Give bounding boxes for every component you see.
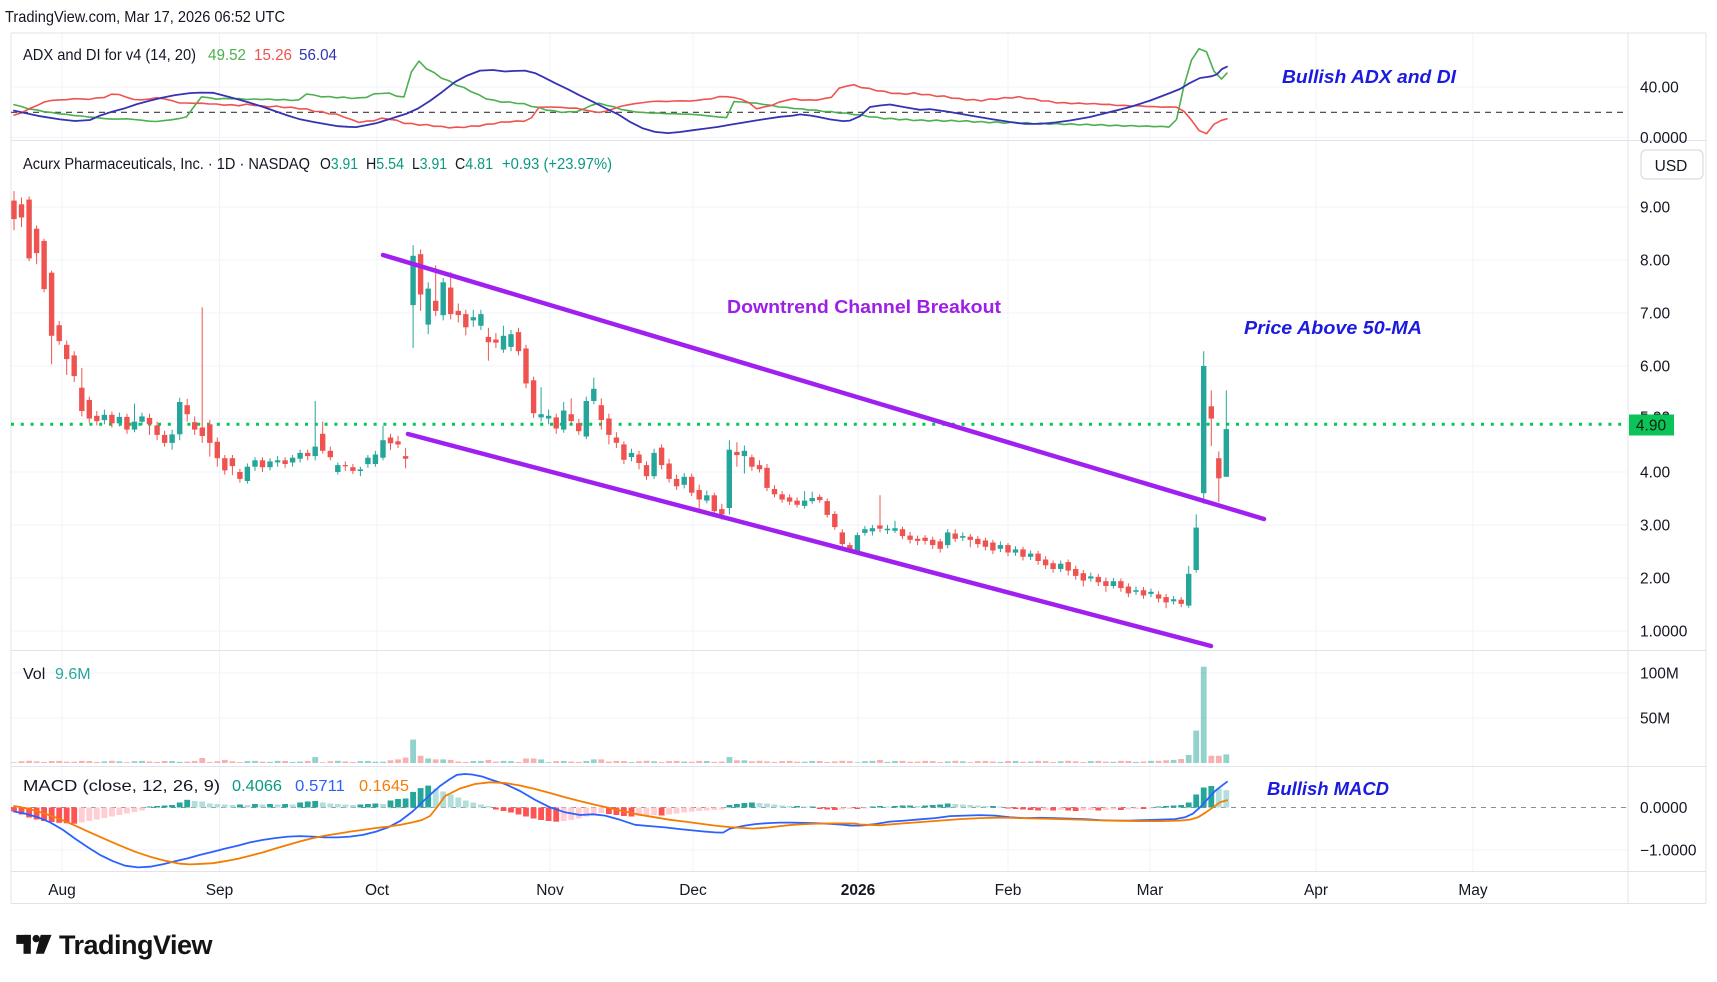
svg-text:3.00: 3.00	[1640, 518, 1671, 535]
svg-text:Aug: Aug	[48, 882, 76, 899]
svg-text:9.00: 9.00	[1640, 200, 1671, 217]
svg-text:0.1645: 0.1645	[359, 778, 409, 795]
svg-text:4.90: 4.90	[1636, 418, 1667, 435]
svg-text:1.0000: 1.0000	[1640, 624, 1688, 641]
svg-text:Oct: Oct	[365, 882, 390, 899]
svg-text:Nov: Nov	[536, 882, 564, 899]
svg-text:49.52: 49.52	[208, 47, 246, 64]
svg-text:2026: 2026	[841, 882, 876, 899]
svg-text:0.5711: 0.5711	[295, 778, 345, 795]
svg-text:7.00: 7.00	[1640, 306, 1671, 323]
svg-text:Dec: Dec	[679, 882, 707, 899]
svg-text:C4.81: C4.81	[455, 156, 493, 173]
svg-text:Sep: Sep	[206, 882, 234, 899]
svg-text:2.00: 2.00	[1640, 571, 1671, 588]
svg-text:USD: USD	[1655, 158, 1688, 175]
svg-text:100M: 100M	[1640, 666, 1679, 683]
svg-text:Downtrend Channel Breakout: Downtrend Channel Breakout	[727, 297, 1001, 317]
svg-text:8.00: 8.00	[1640, 253, 1671, 270]
svg-text:56.04: 56.04	[299, 47, 337, 64]
svg-text:+0.93 (+23.97%): +0.93 (+23.97%)	[502, 156, 612, 173]
svg-text:H5.54: H5.54	[366, 156, 404, 173]
svg-text:Mar: Mar	[1137, 882, 1164, 899]
svg-text:9.6M: 9.6M	[55, 666, 91, 683]
svg-text:TradingView: TradingView	[59, 930, 214, 960]
svg-text:Acurx Pharmaceuticals, Inc. ·: Acurx Pharmaceuticals, Inc. · 1D · NASDA…	[23, 156, 310, 173]
svg-text:0.0000: 0.0000	[1640, 800, 1688, 817]
svg-text:4.00: 4.00	[1640, 465, 1671, 482]
svg-text:MACD (close, 12, 26, 9): MACD (close, 12, 26, 9)	[23, 778, 220, 795]
svg-text:Vol: Vol	[23, 666, 45, 683]
svg-text:Price Above 50-MA: Price Above 50-MA	[1244, 318, 1422, 338]
svg-text:TradingView.com, Mar 17, 2026: TradingView.com, Mar 17, 2026 06:52 UTC	[5, 9, 285, 26]
svg-text:6.00: 6.00	[1640, 359, 1671, 376]
svg-text:Bullish MACD: Bullish MACD	[1267, 779, 1389, 799]
svg-text:O3.91: O3.91	[320, 156, 358, 173]
svg-text:Bullish ADX and DI: Bullish ADX and DI	[1282, 67, 1457, 87]
svg-text:0.4066: 0.4066	[232, 778, 282, 795]
svg-text:Apr: Apr	[1304, 882, 1328, 899]
svg-text:40.00: 40.00	[1640, 80, 1679, 97]
svg-text:L3.91: L3.91	[412, 156, 447, 173]
svg-text:50M: 50M	[1640, 711, 1670, 728]
svg-text:−1.0000: −1.0000	[1640, 843, 1697, 860]
svg-text:ADX and DI for v4 (14, 20): ADX and DI for v4 (14, 20)	[23, 47, 196, 64]
svg-text:May: May	[1458, 882, 1488, 899]
svg-text:0.0000: 0.0000	[1640, 130, 1688, 147]
svg-text:Feb: Feb	[995, 882, 1022, 899]
svg-text:15.26: 15.26	[254, 47, 292, 64]
